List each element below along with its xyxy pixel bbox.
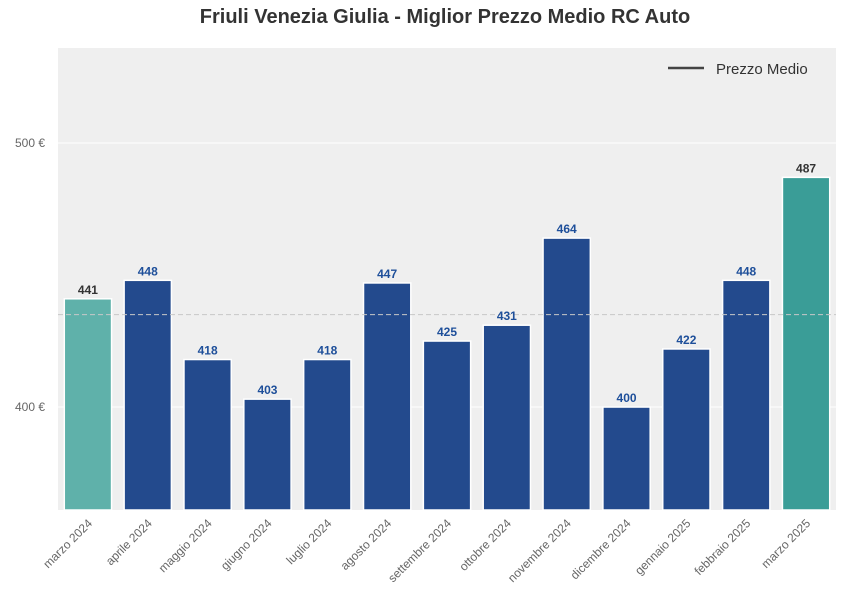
legend: Prezzo Medio xyxy=(668,61,808,78)
bar-value-label: 448 xyxy=(736,264,756,278)
x-tick-label: settembre 2024 xyxy=(385,516,454,585)
x-tick-label: novembre 2024 xyxy=(505,516,574,585)
bar xyxy=(602,406,651,511)
bar xyxy=(721,279,771,511)
bar xyxy=(661,348,711,511)
x-tick-label: giugno 2024 xyxy=(218,516,275,573)
bar-value-label: 418 xyxy=(317,344,337,358)
chart-title: Friuli Venezia Giulia - Miglior Prezzo M… xyxy=(199,6,691,28)
legend-label: Prezzo Medio xyxy=(716,61,808,78)
bar-value-label: 418 xyxy=(198,344,218,358)
y-axis: 400 € 500 € xyxy=(15,136,45,414)
bar-value-label: 431 xyxy=(497,309,517,323)
bar xyxy=(63,298,113,511)
bar-value-label: 400 xyxy=(617,391,637,405)
bar xyxy=(482,324,532,511)
x-axis: marzo 2024 aprile 2024 maggio 2024 giugno 2… xyxy=(40,516,813,585)
bars xyxy=(63,176,831,511)
bar-value-label: 487 xyxy=(796,161,816,175)
bar xyxy=(183,358,233,511)
bar-value-label: 422 xyxy=(676,333,696,347)
x-tick-label: luglio 2024 xyxy=(283,516,334,567)
x-tick-label: aprile 2024 xyxy=(103,516,155,568)
x-tick-label: agosto 2024 xyxy=(338,516,395,573)
bar-value-label: 441 xyxy=(78,283,98,297)
bar-value-label: 448 xyxy=(138,264,158,278)
bar xyxy=(422,340,472,511)
y-tick-label: 400 € xyxy=(15,400,45,414)
bar xyxy=(542,237,592,511)
bar-value-label: 447 xyxy=(377,267,397,281)
x-tick-label: febbraio 2025 xyxy=(692,516,754,578)
bar xyxy=(123,279,173,511)
x-tick-label: dicembre 2024 xyxy=(568,516,634,582)
x-tick-label: maggio 2024 xyxy=(156,516,215,575)
y-tick-label: 500 € xyxy=(15,136,45,150)
bar xyxy=(302,358,352,511)
bar-value-label: 403 xyxy=(257,383,277,397)
value-labels: 441 448 418 403 418 447 425 431 464 400 422 448 487 xyxy=(78,161,817,405)
x-tick-label: ottobre 2024 xyxy=(456,516,514,574)
bar xyxy=(243,398,292,511)
bar xyxy=(362,282,412,511)
x-tick-label: marzo 2025 xyxy=(758,516,813,571)
bar-value-label: 425 xyxy=(437,325,457,339)
x-tick-label: gennaio 2025 xyxy=(632,516,694,578)
bar xyxy=(781,176,831,511)
bar-value-label: 464 xyxy=(557,222,577,236)
x-tick-label: marzo 2024 xyxy=(40,516,95,571)
